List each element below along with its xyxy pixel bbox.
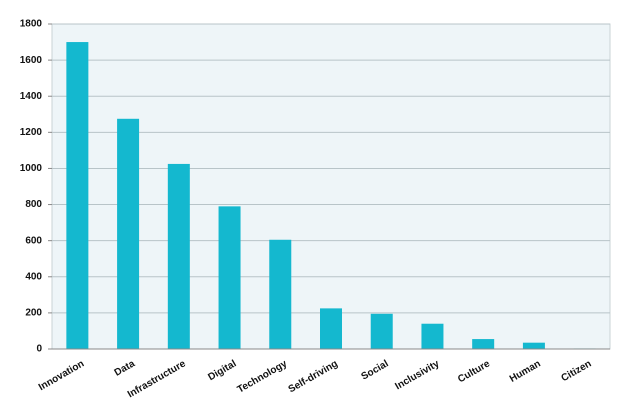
bar xyxy=(522,342,545,349)
bar xyxy=(472,339,495,349)
x-tick-label: Data xyxy=(113,358,138,379)
bar xyxy=(370,313,393,349)
bar xyxy=(117,118,140,350)
x-tick-label: Digital xyxy=(206,358,238,383)
x-tick-label: Citizen xyxy=(560,358,594,384)
bar xyxy=(167,163,190,349)
y-tick-label: 0 xyxy=(36,344,42,355)
bar xyxy=(66,42,89,350)
x-tick-label: Technology xyxy=(236,358,290,395)
bar xyxy=(320,308,342,349)
y-tick-label: 1800 xyxy=(20,19,43,30)
x-tick-label: Social xyxy=(360,358,391,382)
y-tick-label: 1600 xyxy=(20,55,43,66)
y-tick-label: 1000 xyxy=(20,163,43,174)
y-tick-label: 1400 xyxy=(20,91,43,102)
x-tick-label: Culture xyxy=(456,358,492,385)
x-tick-label: Human xyxy=(508,358,543,384)
y-tick-label: 1200 xyxy=(20,127,43,138)
y-tick-label: 800 xyxy=(25,199,42,210)
x-tick-label: Self-driving xyxy=(287,358,340,395)
y-tick-label: 200 xyxy=(25,308,42,319)
x-tick-label: Innovation xyxy=(37,358,86,393)
bar xyxy=(218,206,241,349)
x-tick-label: Inclusivity xyxy=(393,358,441,392)
y-tick-label: 600 xyxy=(25,235,42,246)
bar xyxy=(269,239,292,349)
plot-area xyxy=(51,23,611,350)
bar xyxy=(421,323,444,349)
y-tick-label: 400 xyxy=(25,271,42,282)
x-tick-label: Infrastructure xyxy=(126,358,188,400)
